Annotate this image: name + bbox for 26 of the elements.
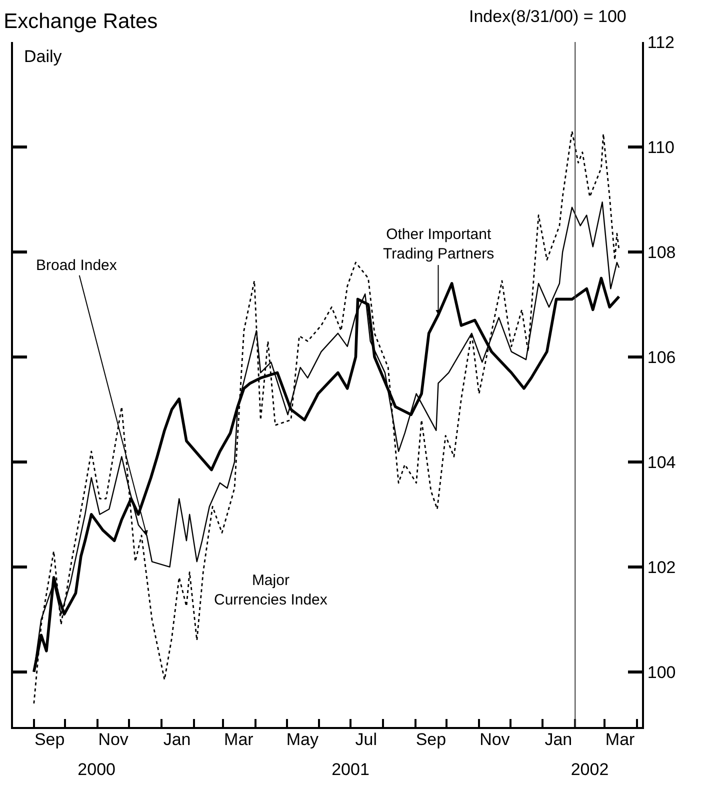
y-tick-label: 100 xyxy=(647,662,676,682)
x-tick-label: Sep xyxy=(34,730,65,749)
x-tick-label: Nov xyxy=(480,730,510,749)
y-tick-label: 108 xyxy=(647,242,676,262)
x-tick-label: Mar xyxy=(605,730,636,749)
x-tick-label: Jan xyxy=(544,730,572,749)
series-label: Major Currencies Index xyxy=(214,572,328,608)
x2-tick-label: 2000 xyxy=(78,760,116,779)
x-tick-label: May xyxy=(286,730,319,749)
x-tick-label: Jul xyxy=(355,730,378,749)
annotation: Daily xyxy=(24,47,62,66)
x-tick-label: Sep xyxy=(416,730,446,749)
y-tick-label: 112 xyxy=(647,32,675,52)
y-tick-label: 104 xyxy=(647,452,676,472)
y-tick-label: 110 xyxy=(647,138,675,157)
chart-title: Exchange Rates xyxy=(4,10,158,33)
x-tick-label: Nov xyxy=(98,730,129,749)
x2-tick-label: 2001 xyxy=(332,760,370,779)
y-tick-label: 106 xyxy=(647,348,676,367)
x-tick-label: Jan xyxy=(163,730,191,749)
y-tick-label: 102 xyxy=(647,558,676,577)
text: Broad Index xyxy=(36,257,118,274)
text: Index(8/31/00) = 100 xyxy=(469,7,626,26)
text: Other Important Trading Partners xyxy=(383,226,494,262)
x2-tick-label: 2002 xyxy=(570,760,609,779)
x-tick-label: Mar xyxy=(224,730,254,749)
